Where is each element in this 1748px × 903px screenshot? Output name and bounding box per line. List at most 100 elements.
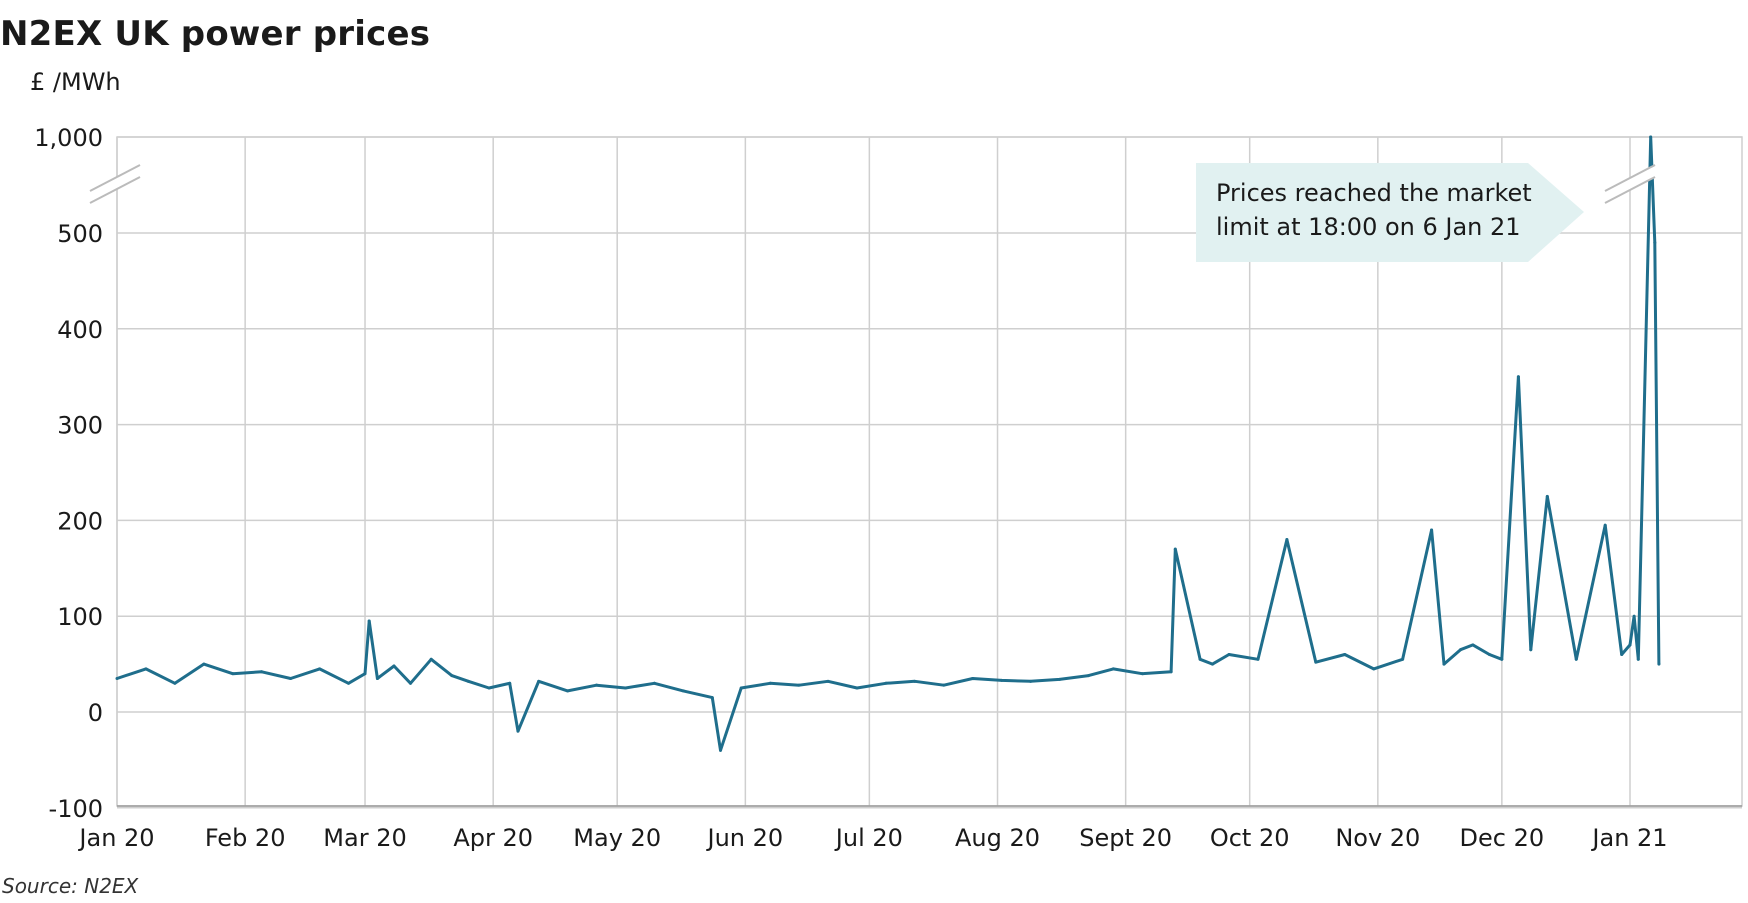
break-mask xyxy=(90,165,140,203)
price-point xyxy=(516,729,520,733)
price-point xyxy=(1653,241,1657,245)
price-point xyxy=(260,670,264,674)
price-point xyxy=(1632,614,1636,618)
price-point xyxy=(826,679,830,683)
price-point xyxy=(1649,135,1653,139)
axis-break-marks xyxy=(89,164,1656,204)
price-point xyxy=(1516,375,1520,379)
price-point xyxy=(971,676,975,680)
price-point xyxy=(566,689,570,693)
chart-title: N2EX UK power prices xyxy=(0,14,431,54)
price-point xyxy=(1574,657,1578,661)
price-point xyxy=(797,683,801,687)
x-tick-label: Jan 21 xyxy=(1590,824,1667,852)
price-point xyxy=(1636,657,1640,661)
price-point xyxy=(768,681,772,685)
y-tick-label: 0 xyxy=(88,699,103,727)
price-point xyxy=(392,664,396,668)
price-point xyxy=(623,686,627,690)
x-tick-label: Mar 20 xyxy=(323,824,406,852)
annotation-arrow-box xyxy=(1196,163,1584,262)
y-tick-label: -100 xyxy=(49,795,103,823)
annotation-text-line1: Prices reached the market xyxy=(1216,179,1532,207)
source-note: Source: N2EX xyxy=(2,874,139,898)
price-point xyxy=(144,667,148,671)
price-point xyxy=(710,696,714,700)
price-point xyxy=(173,681,177,685)
price-point xyxy=(231,672,235,676)
break-mark xyxy=(89,176,141,204)
price-point xyxy=(1628,643,1632,647)
price-point xyxy=(913,679,917,683)
x-tick-labels: Jan 20 Feb 20 Mar 20 Apr 20 May 20 Jun 20 Jul … xyxy=(77,824,1667,852)
price-point xyxy=(1227,653,1231,657)
price-point xyxy=(1343,653,1347,657)
grid-lines xyxy=(116,136,1743,809)
price-point xyxy=(1487,653,1491,657)
price-point xyxy=(1111,667,1115,671)
price-point xyxy=(202,662,206,666)
price-point xyxy=(450,674,454,678)
y-tick-label: 300 xyxy=(57,412,103,440)
price-point xyxy=(739,686,743,690)
price-point xyxy=(115,676,119,680)
price-point xyxy=(1285,538,1289,542)
price-point xyxy=(508,681,512,685)
price-point xyxy=(1173,547,1177,551)
price-point xyxy=(1657,662,1661,666)
y-tick-label: 200 xyxy=(57,507,103,535)
price-point xyxy=(1169,670,1173,674)
price-point xyxy=(1442,662,1446,666)
x-tick-label: Sept 20 xyxy=(1079,824,1172,852)
x-tick-label: Nov 20 xyxy=(1335,824,1420,852)
price-point xyxy=(363,672,367,676)
price-point xyxy=(409,681,413,685)
break-mask xyxy=(1605,165,1655,203)
price-series-line xyxy=(116,135,1661,752)
x-tick-label: Jul 20 xyxy=(834,824,903,852)
annotation-text-line2: limit at 18:00 on 6 Jan 21 xyxy=(1216,213,1521,241)
price-point xyxy=(1620,653,1624,657)
price-point xyxy=(942,683,946,687)
x-tick-label: Aug 20 xyxy=(955,824,1040,852)
y-tick-label: 1,000 xyxy=(34,124,103,152)
price-point xyxy=(719,748,723,752)
price-point xyxy=(681,689,685,693)
x-tick-label: Apr 20 xyxy=(453,824,533,852)
x-tick-label: Dec 20 xyxy=(1460,824,1545,852)
x-tick-label: May 20 xyxy=(573,824,661,852)
price-point xyxy=(1529,648,1533,652)
price-point xyxy=(1471,643,1475,647)
price-point xyxy=(466,679,470,683)
price-point xyxy=(375,676,379,680)
price-point xyxy=(652,681,656,685)
price-point xyxy=(1256,657,1260,661)
price-point xyxy=(318,667,322,671)
price-point xyxy=(1372,667,1376,671)
price-point xyxy=(1314,660,1318,664)
x-tick-label: Jun 20 xyxy=(706,824,784,852)
y-tick-label: 500 xyxy=(57,220,103,248)
annotation-callout: Prices reached the market limit at 18:00 … xyxy=(1196,163,1584,262)
price-point xyxy=(884,681,888,685)
price-point xyxy=(1459,648,1463,652)
price-point xyxy=(1198,657,1202,661)
price-point xyxy=(346,681,350,685)
x-tick-label: Oct 20 xyxy=(1210,824,1290,852)
price-point xyxy=(1430,528,1434,532)
break-mark xyxy=(89,164,141,192)
series-group xyxy=(115,135,1661,752)
price-point xyxy=(1058,677,1062,681)
y-tick-label: 400 xyxy=(57,316,103,344)
y-tick-label: 100 xyxy=(57,603,103,631)
price-point xyxy=(1086,674,1090,678)
break-mark xyxy=(1604,176,1656,204)
break-mark xyxy=(1604,164,1656,192)
price-point xyxy=(1029,679,1033,683)
price-point xyxy=(1603,523,1607,527)
x-tick-label: Jan 20 xyxy=(77,824,154,852)
y-tick-labels: -100 0 100 200 300 400 500 1,000 xyxy=(34,124,103,823)
price-point xyxy=(1000,678,1004,682)
price-point xyxy=(1140,672,1144,676)
